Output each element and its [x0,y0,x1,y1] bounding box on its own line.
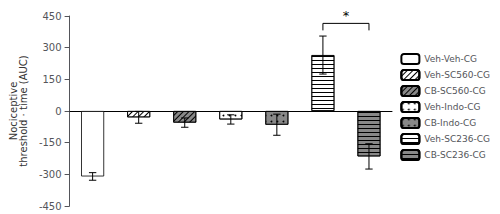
svg-text:CB-SC560-CG: CB-SC560-CG [424,86,485,96]
svg-text:150: 150 [43,74,62,85]
svg-text:threshold · time (AUC): threshold · time (AUC) [18,55,29,166]
svg-text:CB-Indo-CG: CB-Indo-CG [424,118,476,128]
svg-text:450: 450 [43,11,62,22]
svg-text:Veh-Veh-CG: Veh-Veh-CG [424,54,477,64]
svg-text:0: 0 [55,106,61,117]
svg-text:Veh-SC236-CG: Veh-SC236-CG [424,134,490,144]
svg-text:Nociceptive: Nociceptive [7,81,19,141]
svg-text:300: 300 [43,42,62,53]
svg-text:-450: -450 [39,201,62,212]
svg-text:*: * [343,8,350,23]
svg-text:-300: -300 [39,169,62,180]
svg-text:Veh-Indo-CG: Veh-Indo-CG [424,102,480,112]
svg-text:Veh-SC560-CG: Veh-SC560-CG [424,70,490,80]
svg-text:-150: -150 [39,137,62,148]
svg-text:CB-SC236-CG: CB-SC236-CG [424,150,485,160]
